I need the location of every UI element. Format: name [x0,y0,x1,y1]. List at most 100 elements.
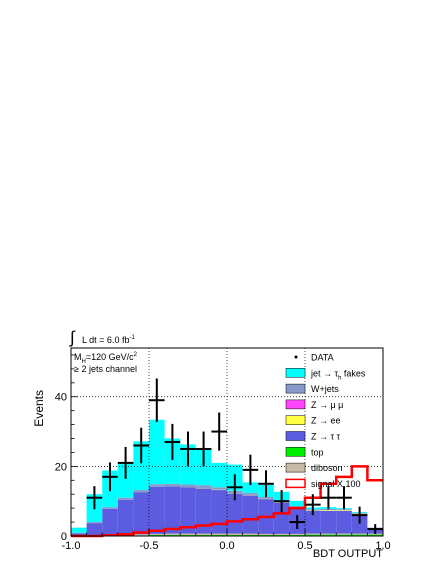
bar-s0-b7 [180,534,196,536]
bar-s1-b16 [320,533,337,535]
bar-s1-b11 [242,533,259,535]
legend-swatch-3 [285,399,306,410]
y-tick-label-2: 40 [55,392,67,404]
bar-s5-b14 [289,506,305,508]
legend-label-main-1: jet → τ [310,368,339,378]
data-point-6 [180,431,196,467]
bar-s1-b8 [195,533,212,535]
y-tick-label-1: 20 [55,461,67,473]
bar-s0-b13 [273,534,290,536]
legend-swatch-6 [285,447,306,457]
legend-entry-5: Z → τ τ [285,431,341,442]
x-tick-label-1: -0.5 [140,540,159,552]
data-point-16 [336,486,352,510]
legend-entry-0: DATA [294,353,334,363]
bar-s2-b0 [71,533,87,536]
data-point-1 [102,462,118,492]
mass-value: =120 GeV/c [86,352,134,362]
legend-label-0: DATA [311,353,334,363]
bar-s2-b9 [211,490,227,534]
bar-s3-b16 [320,510,337,511]
bar-s1-b7 [180,533,196,535]
bar-s5-b1 [86,522,103,524]
data-point-3 [133,427,149,464]
data-point-5 [164,423,181,461]
bar-s2-b6 [164,486,181,534]
bar-s1-b19 [367,533,383,535]
lumi-text: L dt = 6.0 fb-1 [82,335,135,345]
bar-s0-b15 [305,534,321,536]
bar-s5-b12 [258,497,274,499]
data-point-14 [305,494,321,516]
y-axis-label: Events [32,390,46,427]
plot-area [71,348,383,538]
bar-s2-b11 [242,495,259,534]
legend-label-4: Z → ee [311,416,341,426]
legend-swatch-4 [285,415,306,425]
data-point-12 [273,490,290,513]
bar-s2-b1 [86,523,103,536]
bar-s6-b4 [133,441,149,491]
data-point-18 [367,524,383,534]
legend-label-6: top [311,447,324,457]
lumi-integral-sign: ∫ [69,328,76,347]
legend-swatch-7 [285,462,306,473]
data-point-8 [211,412,227,451]
bar-s0-b5 [149,534,165,536]
bar-s0-b6 [164,534,181,536]
bar-s1-b13 [273,533,290,535]
legend-label-tail-1: fakes [341,368,366,378]
data-point-4 [149,378,165,422]
legend-swatch-5 [285,431,306,441]
x-axis-label: BDT OUTPUT [313,548,383,560]
data-point-11 [258,470,274,498]
bar-s5-b2 [102,507,118,509]
bar-s0-b19 [367,534,383,536]
bar-s6-b3 [117,462,134,498]
bar-s3-b17 [336,510,352,511]
data-point-2 [117,446,134,479]
y-tick-label-0: 0 [61,531,67,543]
bar-s2-b2 [102,508,118,535]
bar-s5-b5 [149,484,165,487]
legend-label-8: signal X 100 [311,479,361,489]
legend-entry-3: Z → μ μ [285,399,343,410]
bar-s5-b6 [164,483,181,487]
luminosity-annotation: ∫ L dt = 6.0 fb-1 [69,328,135,347]
axes: -1.0 -0.5 0.0 0.5 1.0 0 20 40 [55,347,391,552]
bar-s1-b5 [149,533,165,535]
bar-s6-b9 [211,462,227,488]
bar-s2-b4 [133,492,149,535]
legend-label-1: jet → τh fakes [310,368,366,381]
data-point-13 [289,515,305,530]
bar-s2-b7 [180,487,196,534]
bar-s1-b4 [133,534,149,536]
data-point-7 [195,431,212,467]
legend-entry-7: diboson [285,462,343,473]
bar-s0-b16 [320,534,337,536]
legend-entry-2: W+jets [285,383,339,394]
legend-label-sub-1: h [338,375,341,381]
bar-s6-b6 [164,438,181,484]
legend-entry-6: top [285,447,324,457]
lumi-superscript: -1 [129,335,135,341]
bar-s1-b17 [336,533,352,535]
bar-s2-b15 [305,510,321,534]
bar-s1-b10 [227,533,243,535]
legend-entry-4: Z → ee [285,415,341,426]
x-tick-label-4: 1.0 [375,540,390,552]
bar-s5-b17 [336,509,352,511]
legend-label-2: W+jets [311,384,339,394]
bar-s6-b11 [242,482,259,493]
legend-swatch-8 [285,478,306,489]
legend-label-7: diboson [311,463,343,473]
mass-subscript: H [82,359,86,365]
data-point-9 [227,474,243,501]
bar-s1-b6 [164,533,181,535]
bar-s6-b0 [71,527,87,533]
data-point-15 [320,486,337,510]
legend-swatch-1 [285,368,306,378]
mass-superscript: 2 [134,352,138,358]
